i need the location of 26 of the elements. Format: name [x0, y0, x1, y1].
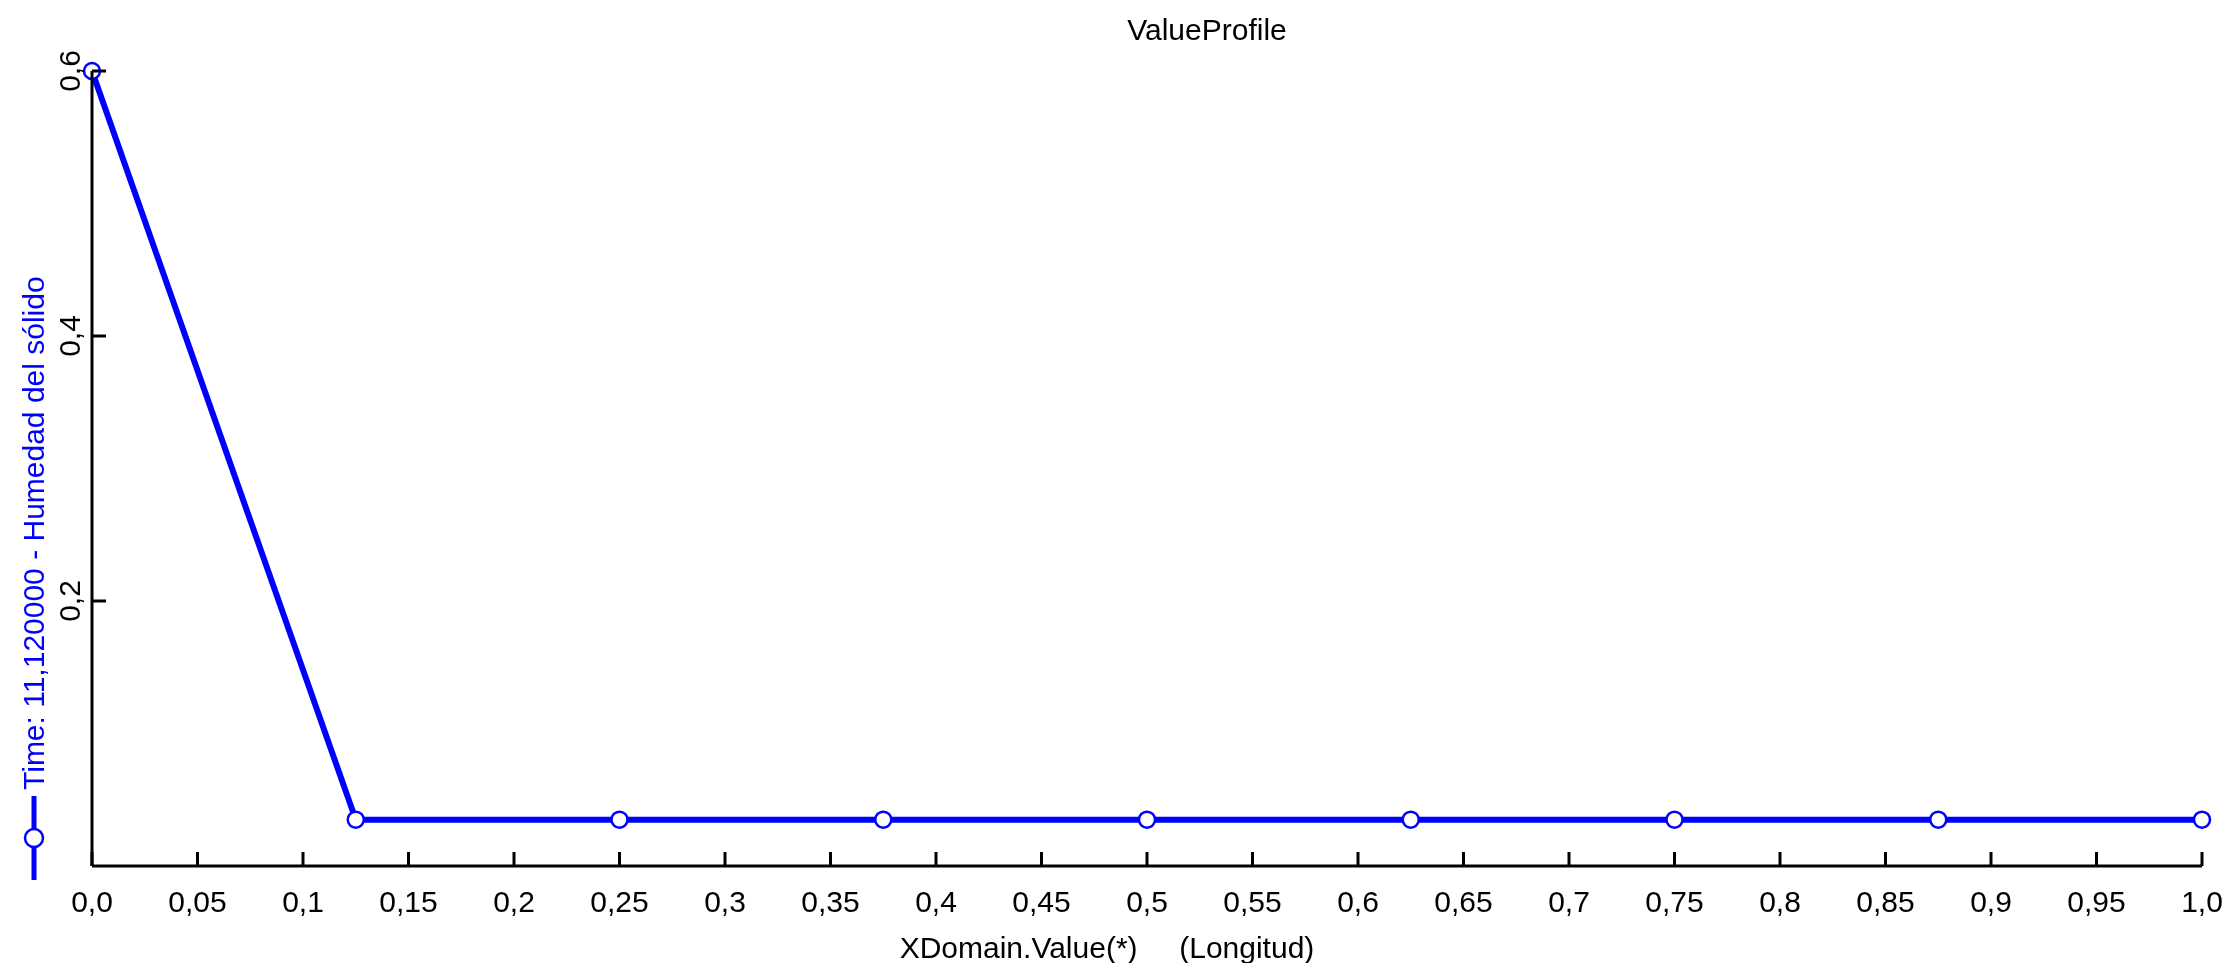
y-tick-label: 0,2: [53, 580, 86, 622]
x-tick-label: 0,7: [1548, 885, 1590, 918]
x-tick-label: 0,75: [1645, 885, 1704, 918]
x-tick-label: 0,5: [1126, 885, 1168, 918]
x-tick-label: 0,95: [2067, 885, 2126, 918]
chart-title: ValueProfile: [1127, 13, 1287, 46]
y-tick-label: 0,4: [53, 315, 86, 357]
x-tick-label: 0,0: [71, 885, 113, 918]
x-tick-label: 0,35: [801, 885, 860, 918]
x-tick-label: 0,85: [1856, 885, 1915, 918]
x-tick-label: 0,3: [704, 885, 746, 918]
x-tick-label: 0,6: [1337, 885, 1379, 918]
y-tick-label: 0,6: [53, 50, 86, 92]
x-tick-label: 0,15: [379, 885, 438, 918]
text: Time: 11,120000 - Humedad del sólido: [17, 276, 50, 790]
x-tick-label: 0,45: [1012, 885, 1071, 918]
x-tick-label: 0,1: [282, 885, 324, 918]
x-tick-label: 0,05: [168, 885, 227, 918]
x-tick-label: 0,2: [493, 885, 535, 918]
x-tick-label: 0,65: [1434, 885, 1493, 918]
x-tick-label: 0,55: [1223, 885, 1282, 918]
x-tick-label: 0,8: [1759, 885, 1801, 918]
x-tick-label: 0,25: [590, 885, 649, 918]
x-tick-label: 0,4: [915, 885, 957, 918]
x-tick-label: 1,0: [2181, 885, 2223, 918]
x-tick-label: 0,9: [1970, 885, 2012, 918]
